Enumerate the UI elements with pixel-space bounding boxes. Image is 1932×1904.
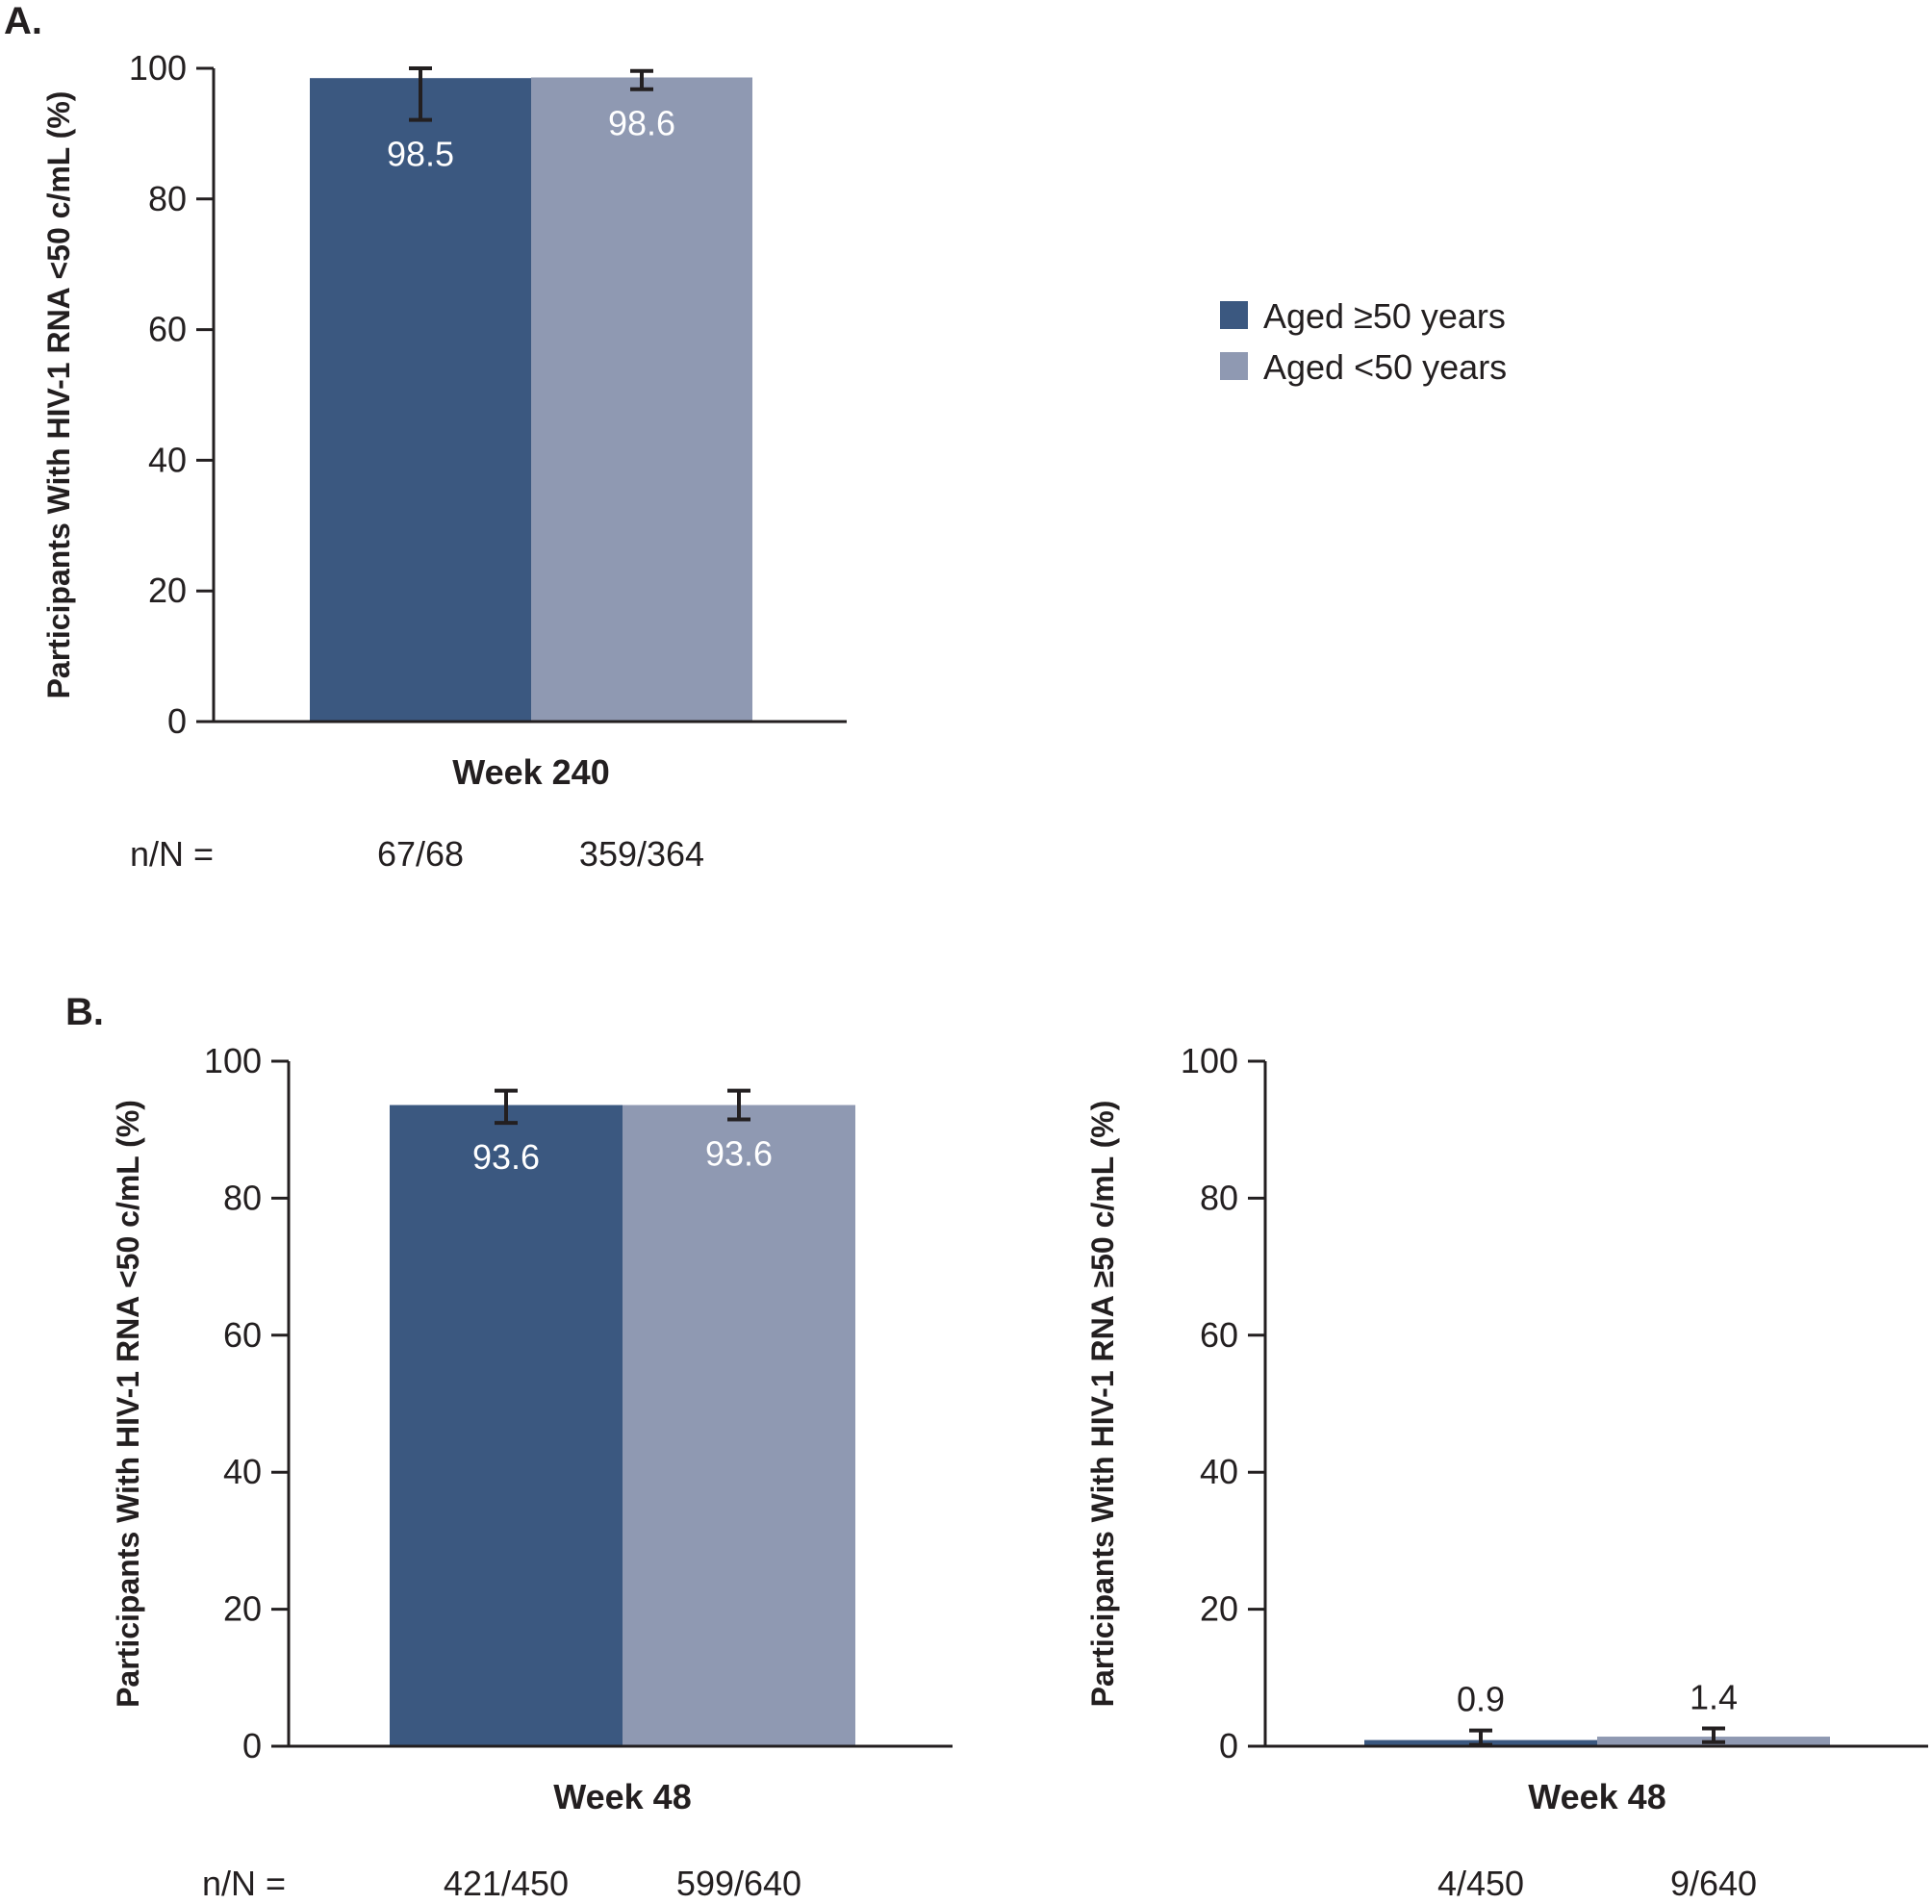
y-axis-title: Participants With HIV-1 RNA <50 c/mL (%) — [111, 1100, 145, 1708]
y-tick-label: 60 — [1200, 1315, 1238, 1355]
y-tick-label: 100 — [129, 48, 187, 88]
y-tick-label: 0 — [242, 1726, 262, 1765]
bar — [310, 78, 531, 722]
y-axis-title: Participants With HIV-1 RNA ≥50 c/mL (%) — [1085, 1101, 1120, 1708]
y-tick-label: 20 — [148, 571, 187, 610]
y-tick-label: 80 — [1200, 1178, 1238, 1217]
legend-swatch-aged-50-plus — [1220, 301, 1248, 329]
bar — [531, 77, 752, 723]
legend: Aged ≥50 years Aged <50 years — [1220, 296, 1507, 387]
data-label: 93.6 — [472, 1137, 540, 1177]
panel-b-nn-prefix: n/N = — [202, 1864, 286, 1903]
legend-label-aged-50-plus: Aged ≥50 years — [1263, 296, 1506, 336]
data-label: 93.6 — [705, 1134, 773, 1174]
bar — [390, 1104, 623, 1746]
nn-label: 599/640 — [676, 1864, 801, 1903]
legend-swatch-aged-under-50 — [1220, 352, 1248, 380]
y-axis-title: Participants With HIV-1 RNA <50 c/mL (%) — [41, 91, 76, 699]
y-tick-label: 60 — [223, 1315, 262, 1355]
chart-b-left: 0 20 40 60 80 100 Participants With HIV-1 RNA … — [111, 1041, 953, 1903]
y-tick-label: 100 — [1181, 1041, 1238, 1080]
y-tick-label: 20 — [1200, 1589, 1238, 1629]
nn-label: 67/68 — [377, 834, 464, 874]
chart-b-right: 0 20 40 60 80 100 Participants With HIV-1 RNA … — [1085, 1041, 1928, 1903]
y-tick-label: 80 — [148, 179, 187, 218]
x-category-label: Week 240 — [452, 752, 609, 792]
x-category-label: Week 48 — [1528, 1777, 1665, 1816]
nn-label: 9/640 — [1670, 1864, 1757, 1903]
data-label: 98.5 — [387, 135, 454, 174]
charts: 0 20 40 60 80 100 Participants With HIV-1 RNA … — [41, 48, 1928, 1903]
data-label: 0.9 — [1457, 1680, 1505, 1719]
y-tick-label: 100 — [204, 1041, 262, 1080]
bar — [623, 1104, 855, 1746]
legend-label-aged-under-50: Aged <50 years — [1263, 347, 1507, 387]
y-tick-label: 0 — [167, 701, 187, 741]
y-tick-label: 60 — [148, 310, 187, 349]
y-tick-label: 40 — [148, 440, 187, 479]
data-label: 98.6 — [608, 104, 675, 143]
panel-a-nn-prefix: n/N = — [130, 834, 214, 874]
y-tick-label: 0 — [1219, 1726, 1238, 1765]
y-tick-label: 40 — [223, 1452, 262, 1491]
chart-a: 0 20 40 60 80 100 Participants With HIV-1 RNA … — [41, 48, 847, 874]
panel-b-label: B. — [65, 991, 104, 1033]
y-tick-label: 20 — [223, 1589, 262, 1629]
x-category-label: Week 48 — [553, 1777, 691, 1816]
nn-label: 4/450 — [1437, 1864, 1524, 1903]
panel-a-label: A. — [4, 0, 42, 42]
y-tick-label: 80 — [223, 1178, 262, 1217]
y-tick-label: 40 — [1200, 1452, 1238, 1491]
nn-label: 359/364 — [579, 834, 704, 874]
data-label: 1.4 — [1690, 1677, 1738, 1716]
nn-label: 421/450 — [444, 1864, 569, 1903]
